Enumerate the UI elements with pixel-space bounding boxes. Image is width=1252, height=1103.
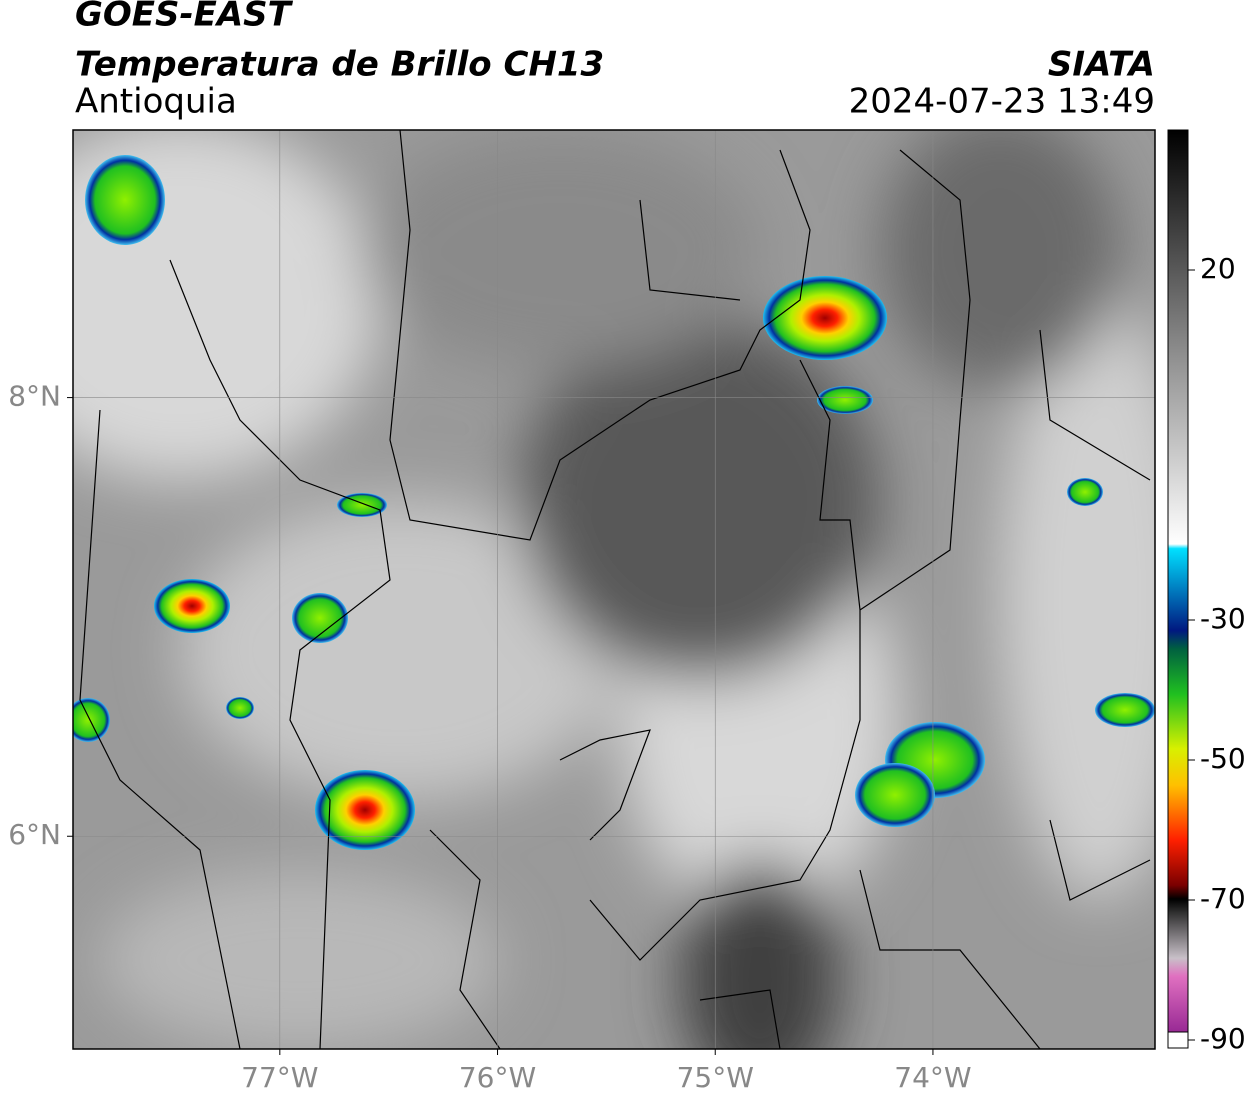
- y-tick-label: 6°N: [8, 818, 61, 851]
- x-tick-label: 76°W: [459, 1061, 536, 1094]
- colorbar-tick-label: -90: [1200, 1022, 1246, 1055]
- title: GOES-EAST: [75, 0, 294, 35]
- colorbar-tick-label: -50: [1200, 742, 1246, 775]
- subtitle: Temperatura de Brillo CH13: [75, 45, 604, 85]
- grid: [73, 130, 1155, 1049]
- x-tick-label: 77°W: [241, 1061, 318, 1094]
- colorbar-frame: [1167, 129, 1189, 1049]
- colorbar: [1168, 130, 1188, 1040]
- colorbar-tick-label: -30: [1200, 602, 1246, 635]
- colorbar-under: [1167, 1031, 1189, 1049]
- satellite-image: [73, 130, 1155, 1049]
- x-tick-label: 74°W: [894, 1061, 971, 1094]
- source: SIATA: [1048, 45, 1155, 85]
- colorbar-tick-label: -70: [1200, 882, 1246, 915]
- region: Antioquia: [75, 82, 237, 122]
- x-tick-label: 75°W: [677, 1061, 754, 1094]
- datetime: 2024-07-23 13:49: [849, 82, 1155, 122]
- boundaries: [79, 130, 1151, 1049]
- y-tick-label: 8°N: [8, 380, 61, 413]
- colorbar-tick-label: 20: [1200, 252, 1236, 285]
- map-frame: [72, 129, 1156, 1050]
